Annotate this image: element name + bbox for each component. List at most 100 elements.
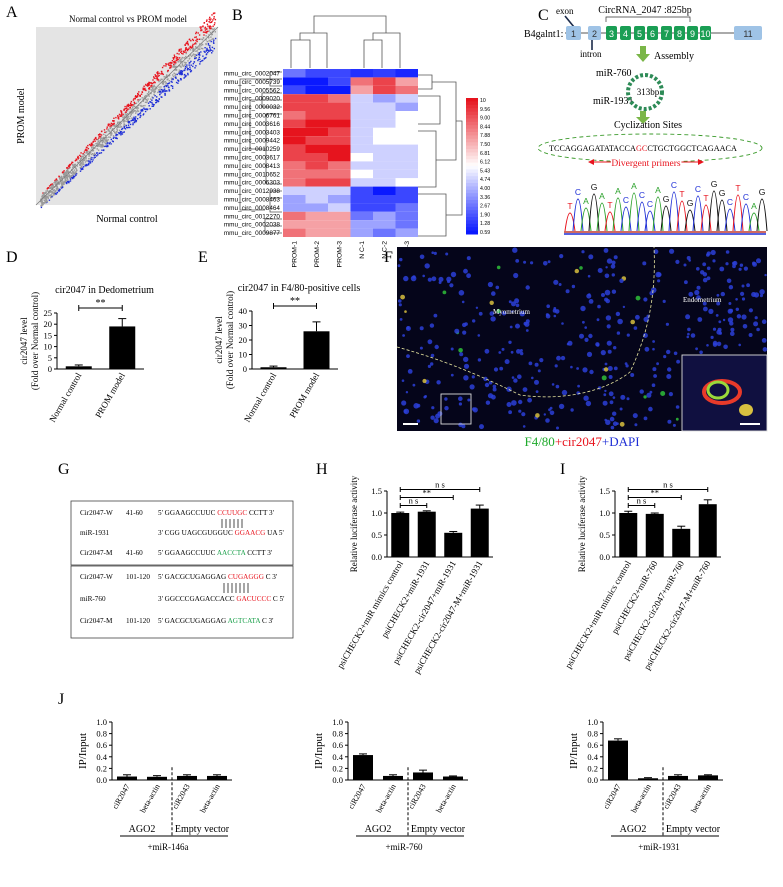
y-tick-label: 0.0: [599, 552, 610, 562]
scatter-point: [74, 166, 76, 169]
scatter-point: [160, 88, 163, 91]
nucleus: [487, 281, 493, 288]
scatter-point: [52, 189, 55, 192]
scatter-point: [103, 141, 105, 143]
scatter-point: [141, 109, 143, 111]
scatter-point: [180, 60, 183, 62]
nucleus: [589, 369, 594, 375]
chromatogram-peak: [604, 211, 616, 232]
heatmap-row-label: mmu_circ_0009020: [224, 96, 281, 103]
nucleus: [655, 271, 661, 278]
scatter-point: [80, 165, 83, 168]
nucleus: [738, 267, 742, 271]
scatter-point: [83, 159, 85, 161]
scatter-point: [185, 48, 187, 51]
scatter-point: [108, 136, 110, 138]
bar: [672, 528, 691, 557]
scatter-point: [184, 63, 186, 65]
scatter-point: [203, 58, 205, 60]
scatter-point: [135, 102, 138, 104]
scatter-point: [48, 195, 51, 197]
scatter-point: [166, 83, 169, 85]
nucleus: [725, 250, 730, 254]
scatter-point: [107, 139, 109, 141]
scatter-point: [139, 113, 141, 115]
nucleus: [579, 266, 583, 270]
nucleus: [522, 425, 526, 428]
scale-tick: 10: [480, 98, 486, 104]
endometrium-label: Endometrium: [683, 296, 722, 304]
scatter-point: [207, 30, 209, 32]
chromatogram-peak: [564, 212, 576, 232]
nucleus: [577, 384, 580, 388]
chromatogram-peak: [668, 191, 680, 232]
heatmap-cell: [373, 153, 396, 162]
nucleus: [611, 273, 615, 277]
heatmap-cell: [395, 153, 418, 162]
heatmap-cell: [373, 111, 396, 120]
scatter-point: [96, 148, 98, 150]
heatmap-cell: [283, 228, 306, 237]
scatter-point: [77, 158, 79, 160]
y-axis-label: IP/Input: [313, 733, 325, 769]
scatter-point: [199, 54, 201, 56]
scatter-point: [201, 43, 203, 45]
nucleus: [756, 327, 760, 332]
scatter-point: [89, 162, 92, 164]
heatmap-cell: [328, 186, 351, 195]
scatter-point: [203, 50, 205, 53]
scatter-point: [132, 122, 134, 124]
scatter-point: [121, 133, 124, 135]
scatter-point: [214, 31, 216, 33]
inset: [681, 354, 768, 432]
nucleus: [464, 322, 468, 326]
y-axis-label: IP/Input: [568, 733, 580, 769]
scatter-point: [159, 93, 161, 96]
scatter-point: [77, 155, 79, 158]
scatter-point: [127, 115, 129, 118]
scatter-point: [145, 89, 147, 92]
scatter-point: [163, 90, 165, 92]
scatter-point: [54, 181, 56, 184]
nucleus: [558, 403, 565, 410]
nucleus: [608, 375, 613, 379]
scatter-point: [46, 200, 48, 202]
scatter-point: [174, 60, 176, 62]
nucleus: [463, 363, 470, 369]
scatter-point: [65, 175, 68, 177]
scatter-point: [100, 138, 102, 141]
heatmap-cell: [395, 136, 418, 145]
nucleus: [431, 251, 435, 254]
scatter-point: [88, 155, 90, 157]
alignment-sequence: 3' GGCCCGAGACCACC GACUCCC C 5': [158, 595, 284, 603]
scatter-point: [49, 191, 52, 193]
scatter-point: [212, 37, 214, 40]
scatter-point: [106, 142, 109, 144]
nucleus: [597, 304, 601, 309]
scatter-point: [41, 198, 43, 200]
scatter-point: [127, 113, 129, 115]
scatter-point: [40, 200, 42, 202]
nucleus: [511, 310, 514, 313]
heatmap-col-label: PROM-1: [291, 241, 298, 268]
nucleus: [695, 347, 698, 351]
chromatogram-base: T: [567, 201, 572, 211]
scatter-point: [179, 57, 181, 59]
scatter-point: [195, 43, 197, 45]
scatter-point: [208, 21, 210, 23]
scatter-point: [175, 73, 177, 76]
scatter-point: [91, 157, 93, 159]
nucleus: [716, 341, 722, 347]
scatter-point: [61, 184, 63, 186]
scatter-point: [100, 152, 103, 154]
nucleus: [696, 285, 701, 290]
nucleus: [668, 392, 674, 397]
treatment-label: +miR-1931: [638, 842, 680, 852]
y-tick-label: 0.2: [96, 763, 107, 773]
heatmap-cell: [283, 77, 306, 86]
nucleus: [612, 411, 617, 416]
nucleus: [430, 362, 434, 366]
scatter-point: [139, 116, 141, 119]
scatter-point: [150, 84, 153, 87]
scatter-point: [85, 152, 87, 154]
